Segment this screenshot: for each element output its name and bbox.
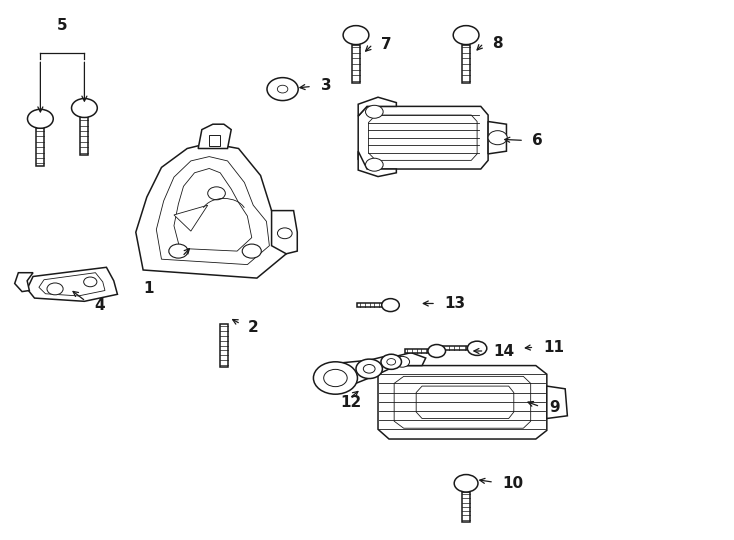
Polygon shape bbox=[352, 45, 360, 84]
Circle shape bbox=[366, 105, 383, 118]
Polygon shape bbox=[220, 324, 228, 367]
Text: 3: 3 bbox=[321, 78, 331, 93]
Polygon shape bbox=[27, 267, 117, 301]
Polygon shape bbox=[416, 386, 514, 418]
Text: 2: 2 bbox=[248, 320, 259, 335]
Polygon shape bbox=[272, 84, 294, 94]
Polygon shape bbox=[431, 347, 443, 355]
Polygon shape bbox=[15, 273, 33, 292]
Polygon shape bbox=[462, 492, 470, 522]
Circle shape bbox=[71, 98, 98, 118]
Polygon shape bbox=[136, 143, 286, 278]
Text: 7: 7 bbox=[381, 37, 391, 52]
Text: 6: 6 bbox=[532, 133, 543, 148]
Polygon shape bbox=[378, 366, 547, 439]
Polygon shape bbox=[358, 97, 396, 116]
Polygon shape bbox=[335, 360, 369, 392]
Text: 1: 1 bbox=[143, 281, 153, 296]
Circle shape bbox=[84, 277, 97, 287]
Circle shape bbox=[395, 356, 410, 367]
Circle shape bbox=[313, 362, 357, 394]
Polygon shape bbox=[404, 122, 451, 154]
Circle shape bbox=[267, 78, 298, 100]
Circle shape bbox=[366, 158, 383, 171]
Polygon shape bbox=[156, 157, 269, 265]
Text: 5: 5 bbox=[57, 18, 68, 33]
Circle shape bbox=[387, 359, 396, 365]
Circle shape bbox=[324, 369, 347, 387]
Polygon shape bbox=[358, 106, 488, 169]
Polygon shape bbox=[272, 211, 297, 254]
Text: 4: 4 bbox=[94, 298, 104, 313]
Circle shape bbox=[363, 364, 375, 373]
Polygon shape bbox=[488, 122, 506, 154]
Polygon shape bbox=[385, 301, 396, 309]
Polygon shape bbox=[440, 346, 468, 350]
Text: 9: 9 bbox=[549, 400, 559, 415]
Text: 11: 11 bbox=[543, 340, 564, 355]
Polygon shape bbox=[198, 124, 231, 148]
Polygon shape bbox=[459, 29, 473, 41]
Polygon shape bbox=[209, 135, 220, 146]
Polygon shape bbox=[368, 115, 477, 160]
Polygon shape bbox=[405, 349, 428, 353]
Polygon shape bbox=[174, 168, 252, 251]
Polygon shape bbox=[369, 355, 396, 374]
Circle shape bbox=[382, 299, 399, 312]
Polygon shape bbox=[462, 45, 470, 84]
Circle shape bbox=[453, 25, 479, 45]
Polygon shape bbox=[357, 303, 382, 307]
Circle shape bbox=[468, 341, 487, 355]
Polygon shape bbox=[349, 29, 363, 41]
Circle shape bbox=[454, 475, 478, 492]
Circle shape bbox=[242, 244, 261, 258]
Circle shape bbox=[277, 228, 292, 239]
Circle shape bbox=[47, 283, 63, 295]
Polygon shape bbox=[272, 84, 294, 94]
Polygon shape bbox=[378, 353, 426, 366]
Text: 12: 12 bbox=[340, 395, 361, 410]
Circle shape bbox=[169, 244, 188, 258]
Text: 13: 13 bbox=[445, 296, 466, 311]
Circle shape bbox=[488, 131, 507, 145]
Polygon shape bbox=[81, 118, 88, 156]
Circle shape bbox=[208, 187, 225, 200]
Polygon shape bbox=[358, 151, 396, 177]
Text: 8: 8 bbox=[493, 36, 503, 51]
Polygon shape bbox=[174, 205, 208, 231]
Polygon shape bbox=[39, 273, 105, 296]
Text: 14: 14 bbox=[493, 343, 515, 359]
Text: 10: 10 bbox=[503, 476, 524, 491]
Polygon shape bbox=[394, 376, 531, 428]
Polygon shape bbox=[547, 386, 567, 418]
Polygon shape bbox=[459, 478, 473, 489]
Circle shape bbox=[27, 109, 54, 129]
Polygon shape bbox=[470, 344, 484, 353]
Circle shape bbox=[381, 354, 401, 369]
Polygon shape bbox=[77, 102, 92, 114]
Circle shape bbox=[277, 85, 288, 93]
Polygon shape bbox=[33, 113, 48, 125]
Circle shape bbox=[343, 25, 369, 45]
Polygon shape bbox=[36, 129, 44, 166]
Circle shape bbox=[356, 359, 382, 379]
Circle shape bbox=[428, 345, 446, 357]
